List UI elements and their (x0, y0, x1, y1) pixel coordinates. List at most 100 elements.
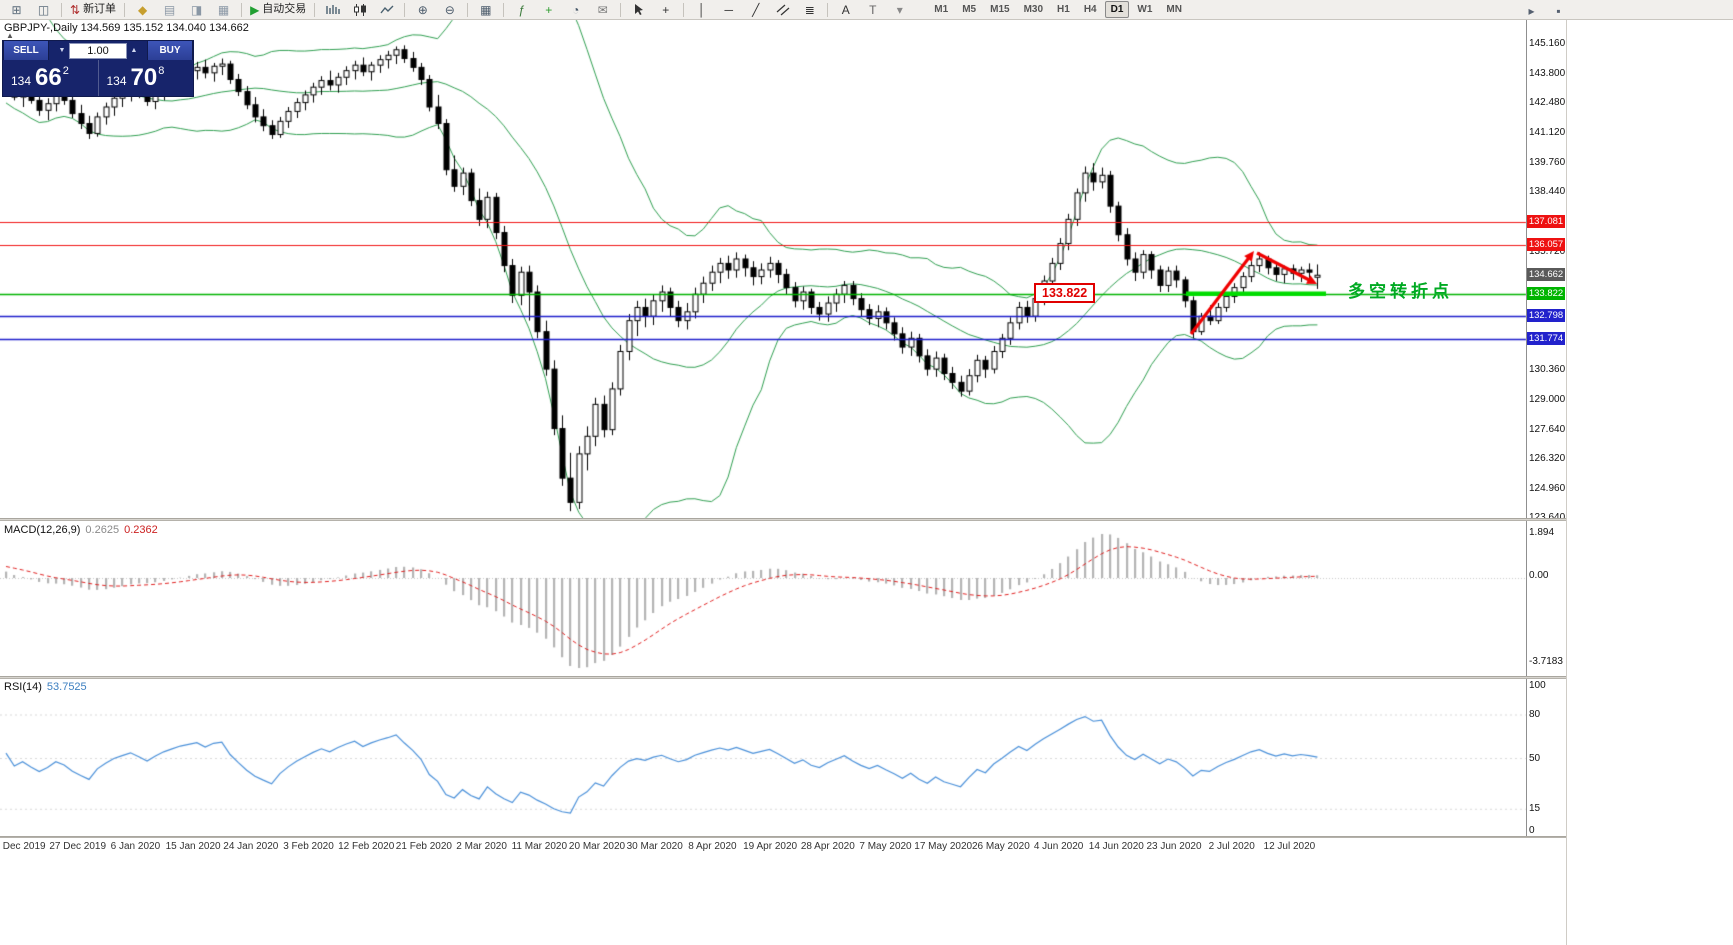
macd-signal-value: 0.2362 (124, 524, 158, 536)
period-icon-glyph: ◔ (572, 2, 580, 17)
timeframe-mn[interactable]: MN (1166, 4, 1182, 15)
price-axis-label: 141.120 (1529, 126, 1566, 138)
indicators-icon[interactable]: ƒ (509, 0, 534, 19)
label-icon-glyph: T (869, 2, 877, 17)
volume-input[interactable]: 1.00 (69, 42, 127, 59)
auto-scroll-icon[interactable]: ▪ (1546, 1, 1571, 20)
shapes-icon[interactable]: ▾ (887, 0, 912, 19)
crosshair-icon-glyph: + (662, 2, 670, 17)
chart-title: GBPJPY-,Daily 134.569 135.152 134.040 13… (4, 22, 249, 34)
timeframe-h1[interactable]: H1 (1057, 4, 1070, 15)
rsi-scale-label: 100 (1529, 680, 1546, 691)
autotrading-glyph: ▶ (250, 2, 260, 17)
new-order-button[interactable]: ⇅ 新订单 (67, 0, 119, 19)
bar-chart-icon[interactable] (320, 0, 345, 19)
timeframe-w1[interactable]: W1 (1137, 4, 1153, 15)
date-axis-label: 21 Feb 2020 (395, 841, 452, 852)
label-icon[interactable]: T (860, 0, 885, 19)
price-level-flag: 133.822 (1034, 283, 1096, 303)
volume-up-button[interactable]: ▲ (130, 47, 138, 54)
date-axis-label: 4 Jun 2020 (1033, 841, 1084, 852)
time-axis-separator (0, 836, 1566, 838)
panel-splitter-rsi[interactable] (0, 676, 1566, 679)
timeframe-m30[interactable]: M30 (1023, 4, 1044, 15)
toolbar-separator (61, 2, 62, 17)
one-click-prices: 134 66 2 134 70 8 (3, 60, 193, 96)
market-watch-icon-glyph: ◆ (137, 2, 148, 17)
tile-windows-icon[interactable]: ▦ (473, 0, 498, 19)
date-axis-label: 8 Dec 2019 (0, 841, 46, 852)
data-window-icon[interactable]: ▤ (157, 0, 182, 19)
trendline-icon[interactable]: ╱ (743, 0, 768, 19)
date-axis-label: 19 Apr 2020 (743, 841, 798, 852)
price-axis-badge: 132.798 (1527, 309, 1565, 323)
zoom-in-icon[interactable]: ⊕ (410, 0, 435, 19)
price-axis-label: 145.160 (1529, 38, 1566, 49)
chart-shift-icon[interactable]: ▸ (1519, 1, 1544, 20)
cursor-icon[interactable] (626, 0, 651, 19)
price-axis-badge: 134.662 (1527, 268, 1565, 282)
candlestick-chart-icon[interactable] (347, 0, 372, 19)
price-axis-label: 126.320 (1529, 452, 1566, 464)
vertical-line-icon[interactable]: │ (689, 0, 714, 19)
timeframe-d1[interactable]: D1 (1104, 1, 1130, 18)
period-icon[interactable]: ◔ (563, 0, 588, 19)
date-axis-label: 27 Dec 2019 (49, 841, 107, 852)
mail-icon[interactable]: ✉ (590, 0, 615, 19)
terminal-icon[interactable]: ▦ (211, 0, 236, 19)
timeframe-bar: M1 M5 M15 M30 H1 H4 D1 W1 MN (927, 1, 1189, 18)
horizontal-line-icon-glyph: ─ (724, 2, 734, 17)
buy-price-pipette: 8 (158, 65, 165, 77)
new-chart-icon-glyph: ⊞ (11, 2, 22, 17)
date-axis-label: 17 May 2020 (914, 841, 973, 852)
date-axis-label: 28 Apr 2020 (800, 841, 855, 852)
zoom-in-icon-glyph: ⊕ (417, 2, 428, 17)
timeframe-m1[interactable]: M1 (934, 4, 949, 15)
sell-price-display[interactable]: 134 66 2 (3, 60, 98, 96)
zoom-out-icon[interactable]: ⊖ (437, 0, 462, 19)
indicators-icon-glyph: ƒ (518, 2, 526, 17)
date-axis-label: 2 Mar 2020 (456, 841, 507, 852)
toolbar-separator (620, 2, 622, 17)
macd-scale-label: 0.00 (1529, 570, 1549, 581)
timeframe-m5[interactable]: M5 (962, 4, 977, 15)
window-edge (1566, 0, 1567, 945)
volume-down-button[interactable]: ▼ (58, 47, 66, 54)
fibonacci-icon[interactable]: ≣ (797, 0, 822, 19)
market-watch-icon[interactable]: ◆ (130, 0, 155, 19)
date-axis-label: 15 Jan 2020 (165, 841, 221, 852)
date-axis-label: 23 Jun 2020 (1146, 841, 1202, 852)
price-axis-label: 123.640 (1529, 512, 1565, 523)
text-icon[interactable]: A (833, 0, 858, 19)
toolbar-separator (467, 2, 469, 17)
sell-price-pips: 66 (35, 64, 62, 91)
autotrading-button[interactable]: ▶ 自动交易 (247, 0, 309, 19)
crosshair-icon[interactable]: + (653, 0, 678, 19)
timeframe-h4[interactable]: H4 (1083, 4, 1097, 15)
navigator-icon[interactable]: ◨ (184, 0, 209, 19)
panel-splitter-macd[interactable] (0, 518, 1566, 521)
add-indicator-icon[interactable]: + (536, 0, 561, 19)
rsi-scale-label: 0 (1529, 825, 1535, 836)
trendline-icon-glyph: ╱ (752, 2, 760, 17)
macd-name: MACD(12,26,9) (4, 524, 81, 536)
date-axis-label: 14 Jun 2020 (1088, 841, 1144, 852)
profiles-icon[interactable]: ◫ (31, 0, 56, 19)
terminal-icon-glyph: ▦ (217, 2, 230, 17)
date-axis-label: 30 Mar 2020 (626, 841, 683, 852)
line-chart-icon[interactable] (374, 0, 399, 19)
horizontal-line-icon[interactable]: ─ (716, 0, 741, 19)
price-axis-badge: 133.822 (1527, 286, 1565, 300)
timeframe-m15[interactable]: M15 (990, 4, 1010, 15)
buy-price-display[interactable]: 134 70 8 (97, 60, 194, 96)
one-click-collapse-icon[interactable]: ▲ (6, 31, 14, 40)
buy-button[interactable]: BUY (147, 41, 193, 60)
text-icon-glyph: A (841, 2, 850, 17)
new-chart-icon[interactable]: ⊞ (4, 0, 29, 19)
sell-button[interactable]: SELL (3, 41, 49, 60)
toolbar-separator (827, 2, 829, 17)
channel-icon[interactable] (770, 0, 795, 19)
profiles-icon-glyph: ◫ (37, 2, 50, 17)
price-axis-label: 129.000 (1529, 393, 1566, 405)
